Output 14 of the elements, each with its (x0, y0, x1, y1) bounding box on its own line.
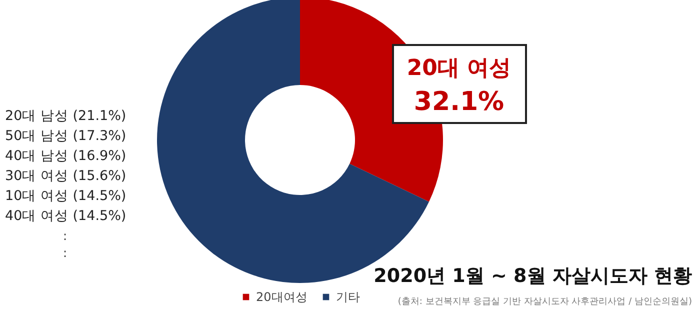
text: 10대 여성 (14.5%) (5, 188, 126, 204)
legend-label: 기타 (336, 290, 360, 304)
data-label: 32.1% (414, 87, 504, 117)
text: (출처: 보건복지부 응급실 기반 자살시도자 사후관리사업 / 남인순의원실) (398, 297, 692, 307)
text: : (62, 229, 68, 243)
text: 20대 여성 (406, 56, 512, 81)
text: 50대 남성 (17.3%) (5, 128, 126, 144)
text: 20대 남성 (21.1%) (5, 108, 126, 124)
text: : (62, 246, 68, 260)
legend-label: 20대여성 (256, 290, 308, 304)
text: 30대 여성 (15.6%) (5, 168, 126, 184)
text: 2020년 1월 ~ 8월 자살시도자 현황 (374, 265, 692, 287)
text: 40대 남성 (16.9%) (5, 148, 126, 164)
text: 40대 여성 (14.5%) (5, 208, 126, 224)
